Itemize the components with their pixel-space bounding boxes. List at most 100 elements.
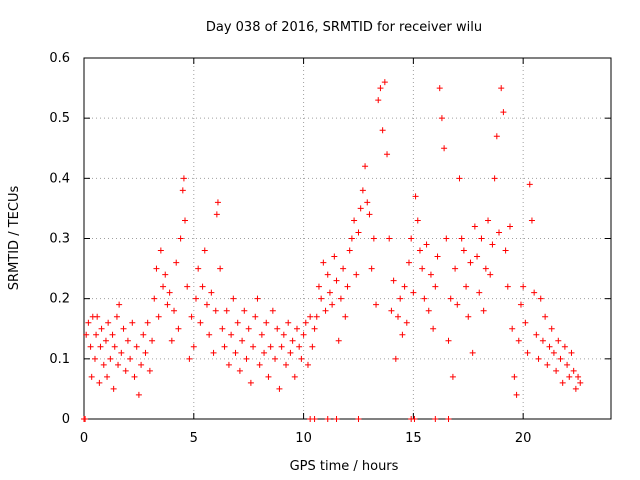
grid	[84, 58, 611, 419]
data-point	[311, 325, 318, 332]
data-point	[104, 373, 111, 380]
data-point	[149, 337, 156, 344]
data-point	[537, 295, 544, 302]
data-point	[151, 295, 158, 302]
data-point	[506, 223, 513, 230]
data-point	[289, 337, 296, 344]
data-point	[166, 289, 173, 296]
data-point	[197, 319, 204, 326]
data-point	[164, 301, 171, 308]
data-point	[247, 379, 254, 386]
data-point	[302, 319, 309, 326]
data-point	[504, 283, 511, 290]
data-point	[411, 416, 418, 422]
data-point	[265, 373, 272, 380]
data-point	[432, 283, 439, 290]
data-point	[559, 379, 566, 386]
data-point	[309, 343, 316, 350]
y-tick-label: 0.2	[49, 292, 70, 307]
data-point	[381, 79, 388, 86]
data-point	[441, 145, 448, 152]
data-point	[447, 295, 454, 302]
data-point	[452, 265, 459, 272]
data-point	[355, 416, 362, 422]
data-point	[131, 373, 138, 380]
data-point	[135, 391, 142, 398]
data-point	[392, 355, 399, 362]
data-point	[351, 217, 358, 224]
data-point	[469, 349, 476, 356]
y-tick-label: 0.4	[49, 171, 70, 186]
data-point	[419, 265, 426, 272]
data-point	[511, 373, 518, 380]
data-point	[214, 199, 221, 206]
data-point	[548, 325, 555, 332]
data-point	[346, 247, 353, 254]
data-point	[324, 271, 331, 278]
data-point	[83, 331, 90, 338]
data-point	[533, 331, 540, 338]
y-tick-label: 0	[62, 412, 70, 427]
data-point	[208, 289, 215, 296]
data-point	[460, 247, 467, 254]
data-point	[115, 361, 122, 368]
data-point	[232, 349, 239, 356]
data-point	[564, 361, 571, 368]
data-point	[254, 295, 261, 302]
data-point	[416, 247, 423, 254]
data-point	[353, 271, 360, 278]
data-point	[300, 331, 307, 338]
data-point	[423, 241, 430, 248]
data-point	[566, 373, 573, 380]
data-point	[116, 301, 123, 308]
data-point	[348, 235, 355, 242]
data-point	[293, 325, 300, 332]
data-point	[577, 379, 584, 386]
y-axis-label: SRMTID / TECUs	[7, 186, 22, 291]
data-point	[85, 319, 92, 326]
data-point	[263, 319, 270, 326]
data-point	[124, 337, 131, 344]
data-point	[320, 259, 327, 266]
data-point	[520, 283, 527, 290]
data-point	[182, 217, 189, 224]
data-point	[157, 247, 164, 254]
data-point	[324, 416, 331, 422]
data-point	[568, 349, 575, 356]
data-point	[88, 373, 95, 380]
data-point	[217, 265, 224, 272]
data-point	[291, 373, 298, 380]
data-point	[474, 253, 481, 260]
data-point	[362, 163, 369, 170]
data-point	[513, 391, 520, 398]
data-point	[122, 367, 129, 374]
data-point	[110, 385, 117, 392]
data-point	[256, 361, 263, 368]
data-point	[485, 217, 492, 224]
data-point	[146, 367, 153, 374]
data-point	[105, 319, 112, 326]
data-point	[213, 211, 220, 218]
data-point	[456, 175, 463, 182]
data-point	[467, 259, 474, 266]
data-point	[427, 271, 434, 278]
data-point	[96, 379, 103, 386]
data-point	[471, 223, 478, 230]
data-point	[219, 325, 226, 332]
data-point	[522, 319, 529, 326]
x-tick-label: 0	[80, 431, 88, 446]
data-point	[261, 349, 268, 356]
data-point	[276, 385, 283, 392]
data-point	[109, 331, 116, 338]
data-point	[304, 361, 311, 368]
data-point	[342, 313, 349, 320]
data-point	[366, 211, 373, 218]
data-point	[153, 265, 160, 272]
data-point	[129, 319, 136, 326]
data-point	[315, 283, 322, 290]
data-point	[239, 337, 246, 344]
data-point	[373, 301, 380, 308]
data-point	[526, 181, 533, 188]
data-point	[228, 331, 235, 338]
